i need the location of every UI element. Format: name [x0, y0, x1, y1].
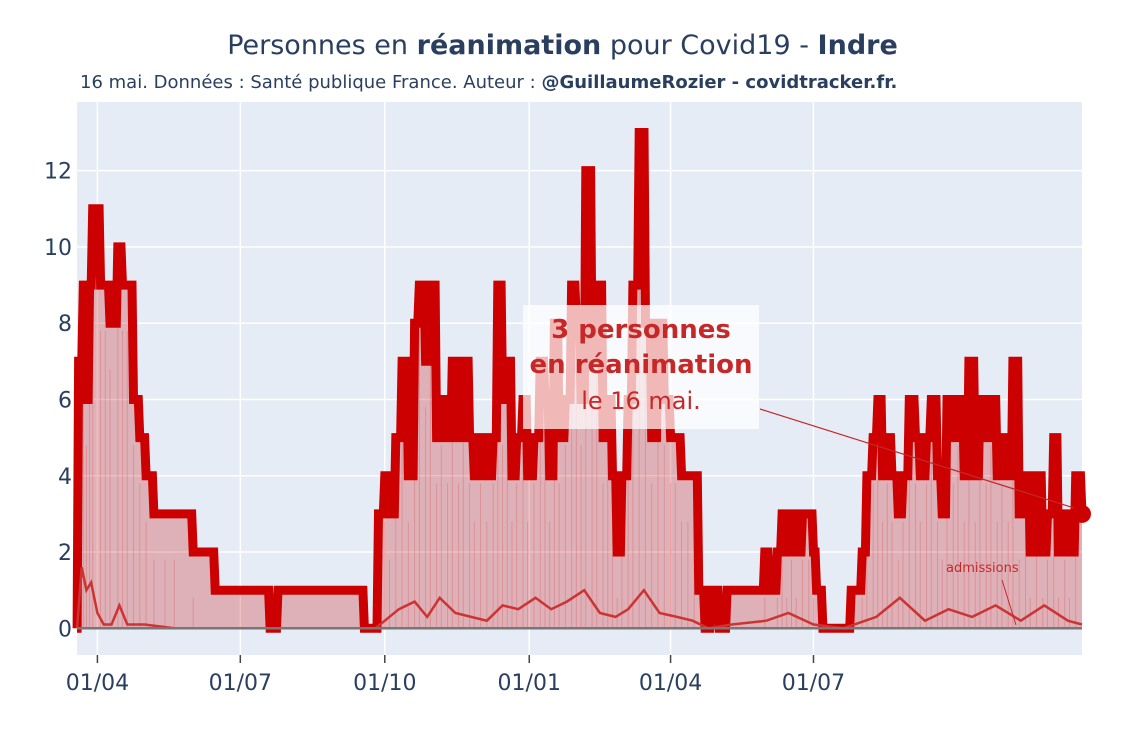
title-bold-reanimation: réanimation [416, 30, 602, 61]
annotation-line3: le 16 mai. [581, 387, 701, 415]
y-tick-label: 10 [44, 236, 72, 261]
title-prefix: Personnes en [227, 30, 417, 61]
y-tick-label: 12 [44, 160, 72, 185]
chart-subtitle: 16 mai. Données : Santé publique France.… [80, 72, 897, 93]
x-tick-label: 01/01 [498, 671, 561, 696]
admissions-line [75, 567, 1083, 630]
title-middle: pour Covid19 - [601, 30, 818, 61]
subtitle-text: 16 mai. Données : Santé publique France.… [80, 72, 542, 93]
admissions-label: admissions [946, 561, 1019, 576]
y-tick-label: 6 [58, 388, 72, 413]
admissions-arrow [1001, 579, 1017, 626]
last-value-marker [1073, 504, 1091, 523]
annotation-line2: en réanimation [529, 350, 753, 380]
x-tick-label: 01/07 [209, 671, 272, 696]
y-tick-label: 8 [58, 312, 72, 337]
y-tick-label: 2 [58, 541, 72, 566]
y-tick-label: 0 [58, 617, 72, 642]
x-tick-label: 01/10 [353, 671, 416, 696]
x-tick-label: 01/04 [66, 671, 129, 696]
annotation-line1: 3 personnes [551, 315, 731, 345]
x-tick-label: 01/07 [782, 671, 845, 696]
title-bold-department: Indre [817, 30, 898, 61]
x-tick-label: 01/04 [639, 671, 702, 696]
y-tick-label: 4 [58, 465, 72, 490]
annotation-arrow [759, 408, 1075, 509]
subtitle-author: @GuillaumeRozier - covidtracker.fr. [541, 72, 898, 93]
chart-title: Personnes en réanimation pour Covid19 - … [0, 30, 1125, 61]
annotation-box: 3 personnes en réanimation le 16 mai. [523, 305, 759, 429]
